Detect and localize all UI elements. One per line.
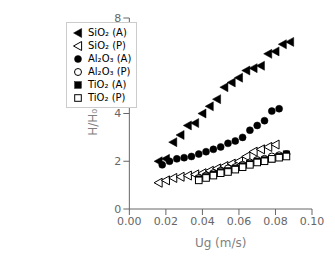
svg-text:0.06: 0.06 — [227, 215, 252, 228]
svg-text:Ug (m/s): Ug (m/s) — [195, 236, 247, 250]
svg-text:0.08: 0.08 — [263, 215, 288, 228]
svg-text:2: 2 — [114, 155, 121, 168]
svg-text:8: 8 — [114, 12, 121, 25]
svg-text:0: 0 — [114, 203, 121, 216]
svg-text:0.04: 0.04 — [190, 215, 215, 228]
svg-text:6: 6 — [114, 60, 121, 73]
svg-text:0.02: 0.02 — [154, 215, 179, 228]
svg-text:0.10: 0.10 — [300, 215, 325, 228]
svg-text:4: 4 — [114, 107, 121, 120]
svg-text:H/H₀ (-): H/H₀ (-) — [86, 91, 100, 135]
svg-text:0.00: 0.00 — [117, 215, 142, 228]
